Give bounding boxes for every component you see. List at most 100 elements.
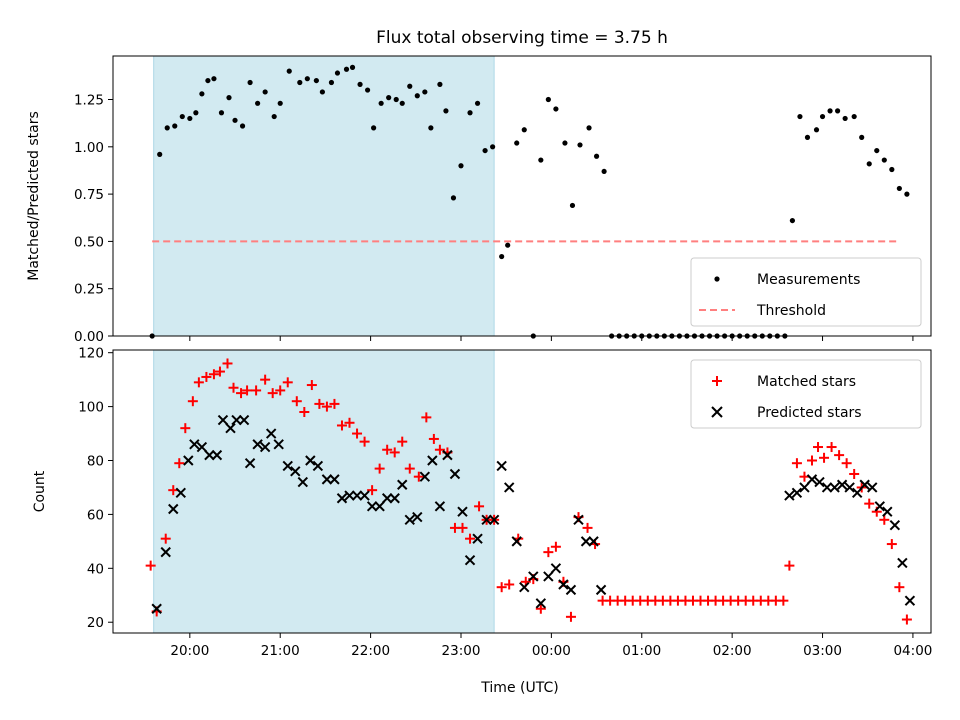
measurement-point <box>851 113 857 120</box>
matched-stars-point <box>160 533 171 544</box>
x-tick-label: 03:00 <box>803 643 842 659</box>
predicted-stars-point <box>389 493 400 504</box>
count-panel: 20:00 21:00 22:00 23:00 00:00 01:00 02:00 03:00… <box>32 346 932 659</box>
y-tick-label: 40 <box>87 561 104 577</box>
measurement-point <box>286 68 292 74</box>
predicted-stars-point <box>442 449 453 461</box>
measurement-point <box>797 113 803 120</box>
predicted-stars-point <box>503 482 515 493</box>
measurement-point <box>262 89 268 95</box>
measurement-point <box>467 110 473 116</box>
measurement-point <box>562 140 568 146</box>
matched-stars-point <box>582 522 593 533</box>
measurement-point <box>371 125 377 131</box>
measurement-point <box>553 106 559 112</box>
x-tick-label: 21:00 <box>261 643 300 659</box>
legend-label: Threshold <box>756 303 826 319</box>
matched-stars-point <box>193 377 204 388</box>
predicted-stars-point <box>366 501 378 512</box>
predicted-stars-point <box>225 422 236 434</box>
matched-stars-point <box>813 442 824 453</box>
measurement-point <box>378 100 384 106</box>
measurement-point <box>450 195 457 201</box>
legend-box <box>690 359 922 429</box>
matched-stars-point <box>421 412 432 423</box>
predicted-stars-point <box>543 571 554 582</box>
predicted-stars-point <box>211 449 223 461</box>
matched-stars-point <box>260 374 271 385</box>
x-axis-title: Time (UTC) <box>480 680 558 696</box>
legend-predicted-marker <box>711 406 723 418</box>
predicted-stars-point <box>851 487 863 499</box>
predicted-stars-point <box>867 482 878 493</box>
measurement-point <box>187 115 193 122</box>
x-tick-label: 23:00 <box>442 643 481 659</box>
matched-stars-point <box>496 582 507 593</box>
measurement-point <box>577 142 583 148</box>
measurement-point <box>889 166 895 173</box>
predicted-stars-point <box>329 474 340 485</box>
predicted-stars-point <box>244 457 256 469</box>
measurement-point <box>904 191 910 197</box>
measurement-point <box>364 87 371 93</box>
measurement-point <box>357 81 363 87</box>
measurement-point <box>593 153 600 159</box>
matched-stars-point <box>886 539 897 550</box>
predicted-stars-point <box>829 482 840 493</box>
predicted-stars-point <box>336 493 348 504</box>
matched-stars-point <box>208 369 219 380</box>
measurement-point <box>232 117 238 123</box>
measurement-point <box>443 108 449 114</box>
measurement-point <box>313 77 319 84</box>
predicted-stars-point <box>550 563 562 574</box>
matched-stars-point <box>784 560 795 571</box>
measurement-point <box>538 157 544 163</box>
matched-stars-point <box>236 388 247 399</box>
matched-stars-point <box>535 603 546 614</box>
y-axis-title: Matched/Predicted stars <box>26 111 42 281</box>
predicted-stars-point <box>374 501 385 512</box>
predicted-stars-point <box>412 511 423 523</box>
predicted-stars-point <box>217 414 229 426</box>
legend-label: Measurements <box>757 272 860 288</box>
predicted-stars-point <box>351 490 363 501</box>
ratio-panel: 0.00 0.25 0.50 0.75 1.00 1.25 Matched/Predicte… <box>26 55 932 345</box>
matched-stars-point <box>145 560 156 571</box>
measurement-point <box>386 95 392 101</box>
predicted-stars-point <box>449 468 461 480</box>
predicted-stars-point <box>457 506 468 517</box>
measurement-point <box>789 217 796 224</box>
predicted-stars-point <box>397 479 408 490</box>
matched-stars-point <box>282 377 293 388</box>
y-tick-label: 0.75 <box>74 187 104 203</box>
measurement-point <box>304 76 310 82</box>
predicted-stars-point <box>434 501 446 512</box>
measurement-point <box>239 123 246 129</box>
measurement-point <box>399 100 405 106</box>
measurement-point <box>437 81 443 87</box>
matched-stars-point <box>174 458 185 469</box>
matched-stars-point <box>404 463 415 474</box>
matched-stars-point <box>841 458 852 469</box>
matched-stars-point <box>819 452 830 463</box>
predicted-stars-point <box>882 506 893 517</box>
measurement-point <box>277 100 283 106</box>
matched-stars-point <box>397 436 408 447</box>
matched-stars-point <box>879 514 890 525</box>
measurement-point <box>297 79 303 86</box>
matched-stars-point <box>352 428 363 439</box>
matched-stars-point <box>367 485 378 496</box>
x-tick-label: 22:00 <box>351 643 390 659</box>
predicted-stars-point <box>859 479 870 490</box>
predicted-stars-point <box>160 546 171 558</box>
predicted-stars-point <box>189 439 200 450</box>
predicted-stars-point <box>821 482 833 493</box>
measurement-point <box>319 89 325 95</box>
predicted-stars-point <box>359 490 370 501</box>
measurement-point <box>490 144 496 150</box>
legend: Measurements Threshold <box>690 257 922 327</box>
predicted-stars-point <box>464 555 476 566</box>
measurement-point <box>842 115 848 122</box>
matched-stars-point <box>434 444 445 455</box>
matched-stars-point <box>321 401 332 412</box>
